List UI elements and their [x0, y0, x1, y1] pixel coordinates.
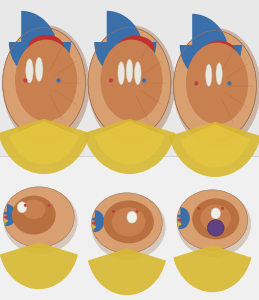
- Wedge shape: [88, 248, 166, 295]
- Wedge shape: [179, 207, 190, 229]
- Ellipse shape: [123, 46, 144, 66]
- Ellipse shape: [47, 204, 51, 207]
- Ellipse shape: [177, 190, 248, 250]
- Ellipse shape: [92, 193, 162, 253]
- Ellipse shape: [117, 36, 154, 61]
- Ellipse shape: [174, 28, 259, 148]
- Ellipse shape: [186, 43, 248, 124]
- Wedge shape: [169, 122, 259, 177]
- Ellipse shape: [28, 47, 51, 69]
- Ellipse shape: [100, 40, 163, 121]
- FancyBboxPatch shape: [0, 156, 259, 300]
- Ellipse shape: [216, 63, 222, 85]
- Ellipse shape: [88, 28, 171, 138]
- Ellipse shape: [177, 218, 181, 222]
- Wedge shape: [94, 42, 156, 78]
- Wedge shape: [107, 11, 144, 97]
- Wedge shape: [83, 119, 176, 174]
- Ellipse shape: [17, 202, 27, 213]
- Wedge shape: [0, 119, 90, 174]
- Wedge shape: [180, 124, 250, 167]
- Ellipse shape: [177, 191, 251, 257]
- Wedge shape: [173, 245, 251, 292]
- Wedge shape: [5, 204, 16, 226]
- Ellipse shape: [92, 225, 96, 229]
- Ellipse shape: [26, 59, 33, 83]
- Ellipse shape: [194, 81, 198, 86]
- Ellipse shape: [24, 204, 27, 207]
- Ellipse shape: [177, 222, 181, 226]
- Ellipse shape: [23, 78, 27, 82]
- Wedge shape: [180, 45, 242, 81]
- Ellipse shape: [28, 35, 64, 59]
- Ellipse shape: [4, 219, 8, 223]
- Ellipse shape: [112, 207, 146, 236]
- Ellipse shape: [4, 215, 8, 219]
- Ellipse shape: [192, 198, 239, 239]
- Wedge shape: [0, 242, 78, 289]
- Ellipse shape: [197, 207, 200, 210]
- Ellipse shape: [92, 221, 96, 225]
- Wedge shape: [192, 14, 229, 100]
- Ellipse shape: [103, 200, 154, 243]
- Ellipse shape: [22, 200, 46, 219]
- Ellipse shape: [4, 212, 8, 215]
- Ellipse shape: [211, 208, 220, 219]
- FancyBboxPatch shape: [0, 0, 259, 156]
- Ellipse shape: [92, 194, 166, 260]
- Wedge shape: [21, 11, 59, 97]
- Ellipse shape: [118, 62, 125, 85]
- Ellipse shape: [200, 205, 231, 232]
- Ellipse shape: [177, 214, 181, 218]
- Wedge shape: [9, 121, 79, 164]
- Wedge shape: [93, 210, 104, 232]
- Ellipse shape: [56, 78, 61, 82]
- Ellipse shape: [227, 81, 232, 86]
- Ellipse shape: [208, 50, 228, 70]
- Ellipse shape: [126, 59, 133, 82]
- Ellipse shape: [127, 211, 137, 223]
- Ellipse shape: [3, 25, 90, 145]
- Ellipse shape: [3, 187, 74, 247]
- Ellipse shape: [3, 28, 85, 138]
- Ellipse shape: [174, 31, 256, 141]
- Ellipse shape: [134, 62, 141, 85]
- Ellipse shape: [88, 25, 175, 145]
- Ellipse shape: [92, 218, 96, 221]
- Ellipse shape: [221, 207, 224, 210]
- Wedge shape: [95, 121, 164, 164]
- Ellipse shape: [206, 64, 212, 86]
- Ellipse shape: [203, 41, 236, 64]
- Ellipse shape: [12, 196, 56, 235]
- Ellipse shape: [27, 43, 52, 60]
- Ellipse shape: [109, 78, 113, 82]
- Wedge shape: [9, 42, 71, 78]
- Ellipse shape: [3, 188, 78, 254]
- Ellipse shape: [207, 220, 224, 236]
- Ellipse shape: [15, 40, 77, 121]
- Ellipse shape: [112, 210, 115, 213]
- Ellipse shape: [35, 57, 43, 81]
- Ellipse shape: [135, 210, 139, 213]
- Ellipse shape: [142, 78, 146, 82]
